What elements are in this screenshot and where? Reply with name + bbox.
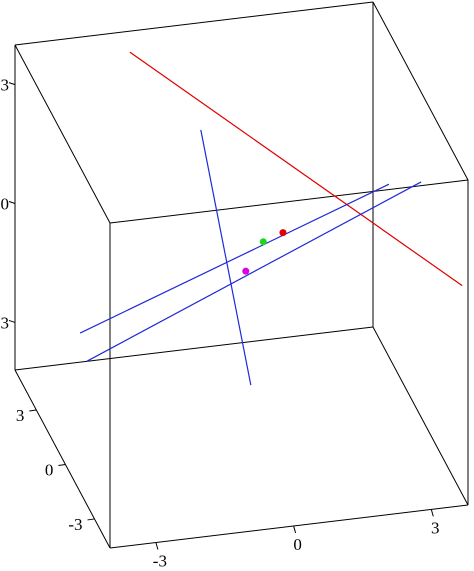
line-segment: [200, 129, 252, 386]
x-tick-label: 3: [431, 518, 440, 537]
box-edge: [14, 44, 111, 224]
y-tick-label: 3: [16, 406, 25, 425]
z-tick-label: 0: [1, 195, 10, 214]
line-segment: [129, 51, 463, 287]
y-tick: [87, 518, 95, 521]
box-edge: [14, 369, 111, 549]
box-edge: [109, 504, 469, 549]
z-tick: [8, 82, 16, 86]
point: [259, 238, 267, 246]
box-edge: [109, 179, 469, 224]
box-edge: [14, 326, 374, 371]
point: [279, 229, 287, 237]
box-edge: [372, 1, 469, 181]
point: [242, 267, 250, 275]
x-tick-label: 0: [293, 535, 302, 554]
x-tick: [293, 525, 297, 534]
box-edge: [372, 326, 469, 506]
z-tick-label: -3: [0, 313, 9, 332]
y-tick: [29, 409, 37, 412]
x-tick: [155, 542, 159, 550]
x-tick: [430, 509, 434, 517]
x-tick-label: -3: [153, 551, 167, 570]
box-edge: [14, 1, 374, 46]
line-segment: [86, 181, 422, 362]
line-segment: [79, 183, 390, 334]
y-tick: [58, 463, 66, 466]
z-tick: [8, 201, 16, 205]
y-tick-label: 0: [45, 460, 54, 479]
y-tick-label: -3: [68, 515, 82, 534]
z-tick: [8, 319, 16, 323]
z-tick-label: 3: [1, 76, 10, 95]
